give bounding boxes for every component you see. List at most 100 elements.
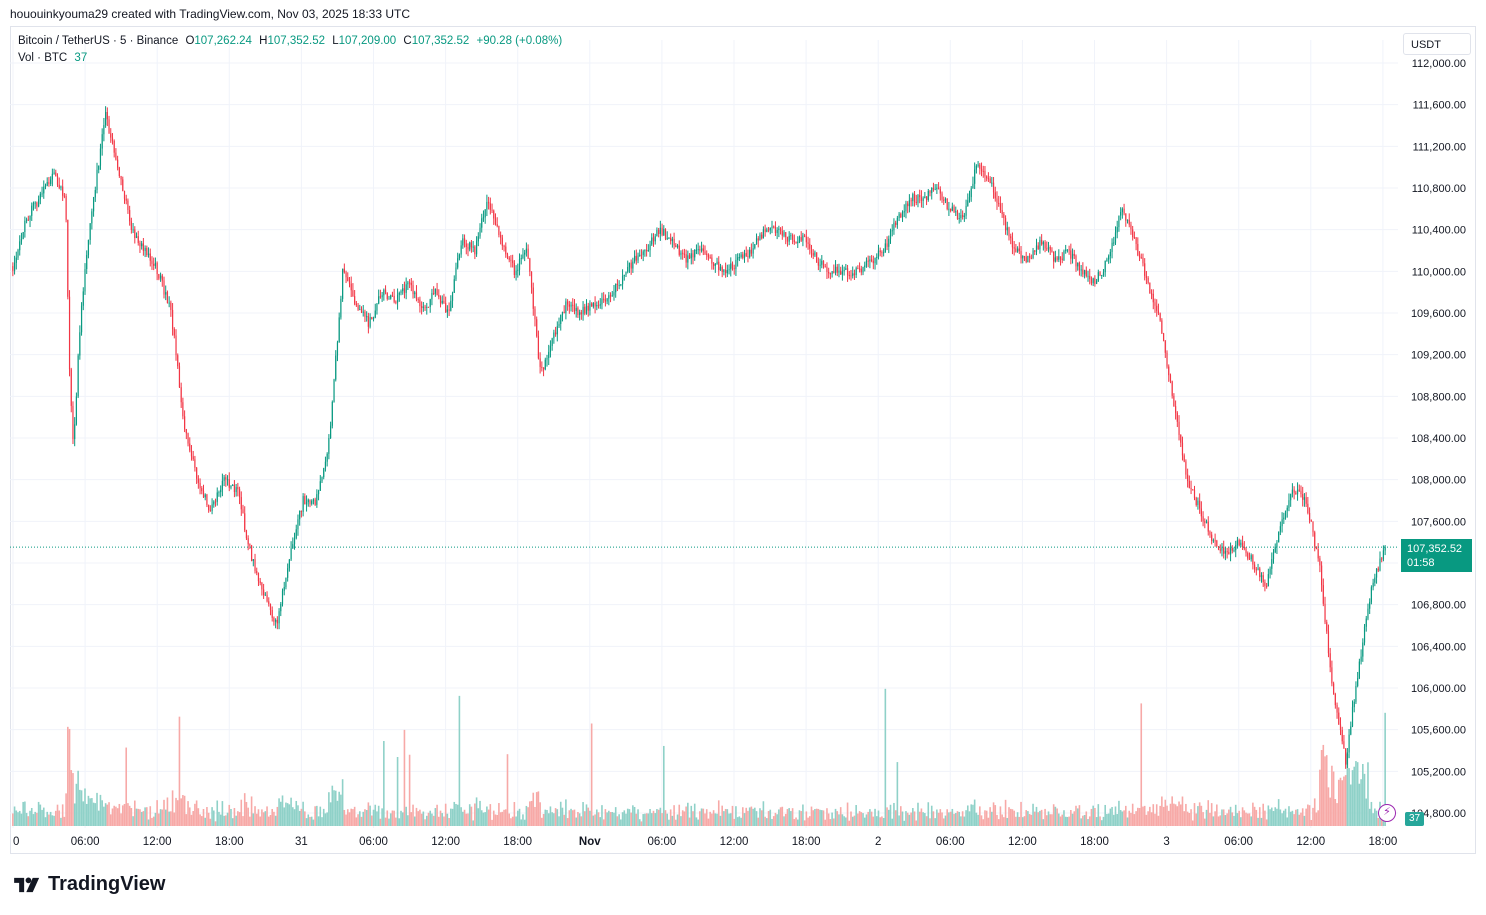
volume-bar	[1154, 813, 1156, 826]
candle-body	[475, 241, 478, 255]
volume-bar	[369, 805, 371, 826]
volume-bar	[910, 812, 912, 826]
candle-body	[534, 308, 536, 320]
candle-body	[1293, 489, 1295, 493]
volume-bar	[345, 814, 347, 826]
volume-bar	[513, 802, 516, 826]
volume-bar	[491, 819, 493, 826]
volume-bar	[1295, 809, 1297, 826]
candle-body	[1327, 631, 1330, 654]
volume-bar	[675, 819, 677, 826]
volume-bar	[1200, 805, 1203, 826]
volume-bar	[714, 813, 717, 826]
candle-body	[834, 266, 837, 273]
candle-body	[826, 266, 828, 272]
volume-bar	[779, 807, 782, 826]
candle-body	[919, 195, 921, 198]
volume-bar	[419, 809, 421, 826]
candle-body	[893, 222, 895, 231]
volume-bar	[896, 762, 899, 826]
lightning-icon[interactable]: ⚡	[1378, 804, 1396, 822]
volume-bar	[1020, 801, 1022, 826]
candle-body	[56, 176, 59, 185]
symbol-label[interactable]: Bitcoin / TetherUS · 5 · Binance	[18, 35, 179, 47]
candle-body	[12, 266, 14, 271]
candle-body	[261, 583, 263, 590]
candle-body	[32, 202, 35, 206]
candle-body	[498, 226, 500, 235]
candle-body	[216, 492, 218, 502]
candle-body	[939, 189, 941, 194]
volume-bar	[504, 809, 507, 826]
candle-body	[735, 259, 737, 270]
volume-bar	[982, 819, 985, 826]
candle-body	[673, 238, 675, 246]
candle-body	[752, 248, 754, 254]
volume-bar	[632, 805, 634, 826]
volume-bar	[705, 809, 708, 826]
candle-body	[800, 237, 802, 241]
volume-bar	[82, 801, 85, 826]
volume-bar	[1056, 808, 1058, 826]
candle-body	[92, 197, 95, 212]
volume-bar	[1193, 803, 1196, 826]
volume-bar	[1289, 811, 1292, 826]
candle-body	[1204, 521, 1206, 523]
candle-body	[948, 208, 950, 210]
volume-bar	[930, 805, 933, 826]
candle-body	[706, 253, 708, 256]
candle-body	[426, 306, 428, 308]
volume-bar	[240, 799, 243, 826]
candle-body	[204, 494, 206, 498]
volume-bar	[623, 810, 626, 826]
volume-bar	[1128, 810, 1131, 826]
volume-bar	[771, 818, 773, 826]
volume-bar	[197, 808, 200, 826]
volume-bar	[1372, 813, 1374, 826]
volume-bar	[853, 815, 856, 826]
candle-body	[364, 311, 366, 317]
volume-bar	[575, 817, 577, 826]
candle-body	[652, 237, 655, 242]
currency-selector[interactable]: USDT	[1403, 33, 1471, 55]
volume-bar	[1229, 806, 1232, 826]
candle-body	[467, 247, 469, 250]
volume-bar	[1255, 809, 1258, 826]
volume-bar	[362, 811, 365, 826]
candle-body	[263, 589, 265, 595]
volume-bar	[1351, 770, 1354, 826]
candle-body	[360, 309, 363, 313]
candle-body	[470, 242, 473, 248]
candle-body	[714, 263, 716, 266]
volume-bar	[614, 807, 617, 826]
candle-body	[927, 190, 929, 201]
chart-frame[interactable]	[10, 26, 1476, 854]
candle-body	[1075, 255, 1077, 267]
candle-body	[998, 202, 1000, 204]
candle-body	[1345, 748, 1347, 765]
volume-label[interactable]: Vol · BTC	[18, 52, 68, 64]
candle-body	[89, 223, 91, 240]
candle-body	[900, 213, 902, 218]
volume-bar	[793, 819, 796, 826]
tradingview-logo[interactable]: TradingView	[12, 873, 165, 896]
candle-body	[1175, 406, 1177, 413]
volume-bar	[274, 815, 277, 826]
candle-body	[869, 259, 871, 262]
volume-bar	[115, 806, 117, 826]
candle-body	[379, 296, 382, 298]
volume-bar	[1231, 812, 1234, 826]
candle-body	[455, 267, 457, 280]
time-tick-label: 0	[13, 836, 19, 848]
volume-bar	[597, 812, 600, 826]
volume-bar	[857, 813, 859, 826]
candle-body	[293, 538, 296, 545]
volume-bar	[309, 816, 311, 826]
volume-bar	[67, 726, 69, 826]
volume-bar	[602, 819, 605, 826]
volume-bar	[954, 813, 957, 826]
candle-body	[965, 205, 967, 216]
volume-bar	[800, 811, 802, 826]
candle-body	[366, 316, 368, 318]
